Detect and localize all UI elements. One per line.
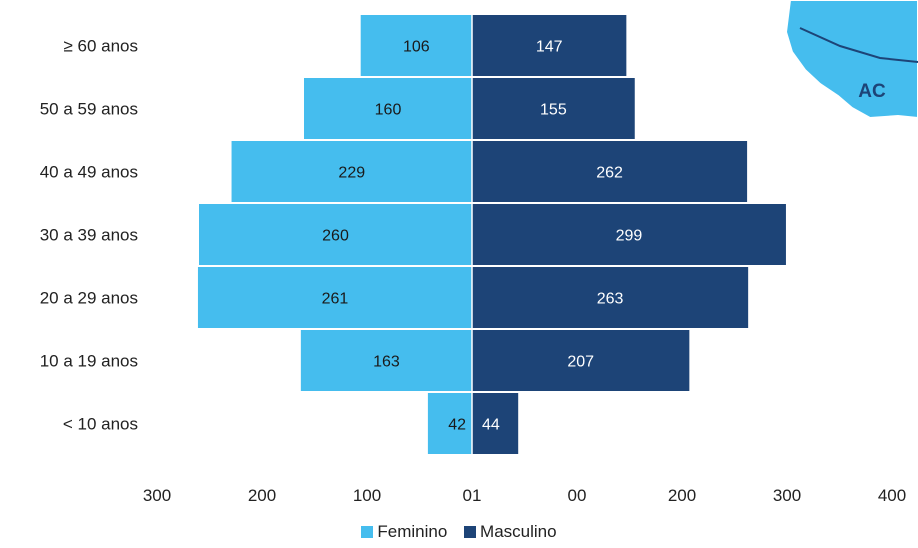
data-label-feminino: 160 [375, 102, 402, 119]
bar-feminino [304, 78, 472, 139]
legend-swatch-masculino [464, 526, 477, 538]
bar-feminino [427, 393, 472, 454]
data-label-masculino: 147 [536, 39, 563, 56]
category-label: 10 a 19 anos [40, 352, 138, 371]
category-label: < 10 anos [63, 415, 138, 434]
data-label-feminino: 163 [373, 354, 400, 371]
bar-masculino [472, 393, 519, 454]
category-label: ≥ 60 anos [63, 37, 138, 56]
data-label-masculino: 155 [540, 102, 567, 119]
x-tick-label: 00 [568, 486, 587, 505]
category-label: 50 a 59 anos [40, 100, 138, 119]
data-label-masculino: 44 [482, 417, 500, 434]
x-tick-label: 300 [143, 486, 171, 505]
bar-masculino [472, 78, 635, 139]
chart-legend: Feminino Masculino [0, 522, 918, 543]
data-label-feminino: 260 [322, 228, 349, 245]
bar-feminino [300, 330, 472, 391]
map-label-ac: AC [858, 81, 886, 102]
state-map-inset: AC [784, 0, 918, 120]
category-label: 40 a 49 anos [40, 163, 138, 182]
bar-feminino [231, 141, 472, 202]
x-tick-label: 200 [668, 486, 696, 505]
x-tick-label: 400 [878, 486, 906, 505]
legend-label-masculino: Masculino [480, 522, 557, 541]
data-label-masculino: 262 [596, 165, 623, 182]
category-label: 20 a 29 anos [40, 289, 138, 308]
data-label-feminino: 42 [448, 417, 466, 434]
bar-masculino [472, 141, 748, 202]
category-label: 30 a 39 anos [40, 226, 138, 245]
map-border-line [799, 27, 918, 63]
data-label-feminino: 229 [338, 165, 365, 182]
legend-label-feminino: Feminino [377, 522, 448, 541]
legend-item-masculino: Masculino [464, 522, 557, 542]
acre-map-shape [784, 0, 918, 120]
data-label-masculino: 263 [597, 291, 624, 308]
x-tick-label: 01 [463, 486, 482, 505]
data-label-feminino: 261 [322, 291, 349, 308]
legend-item-feminino: Feminino [361, 522, 447, 542]
data-label-masculino: 299 [616, 228, 643, 245]
bar-feminino [197, 267, 472, 328]
bar-masculino [472, 204, 786, 265]
data-label-masculino: 207 [567, 354, 594, 371]
x-tick-label: 300 [773, 486, 801, 505]
bar-feminino [199, 204, 472, 265]
legend-swatch-feminino [361, 526, 374, 538]
x-tick-label: 200 [248, 486, 276, 505]
x-tick-label: 100 [353, 486, 381, 505]
bar-masculino [472, 330, 690, 391]
data-label-feminino: 106 [403, 39, 430, 56]
bar-feminino [360, 15, 472, 76]
bar-masculino [472, 15, 627, 76]
bar-masculino [472, 267, 749, 328]
